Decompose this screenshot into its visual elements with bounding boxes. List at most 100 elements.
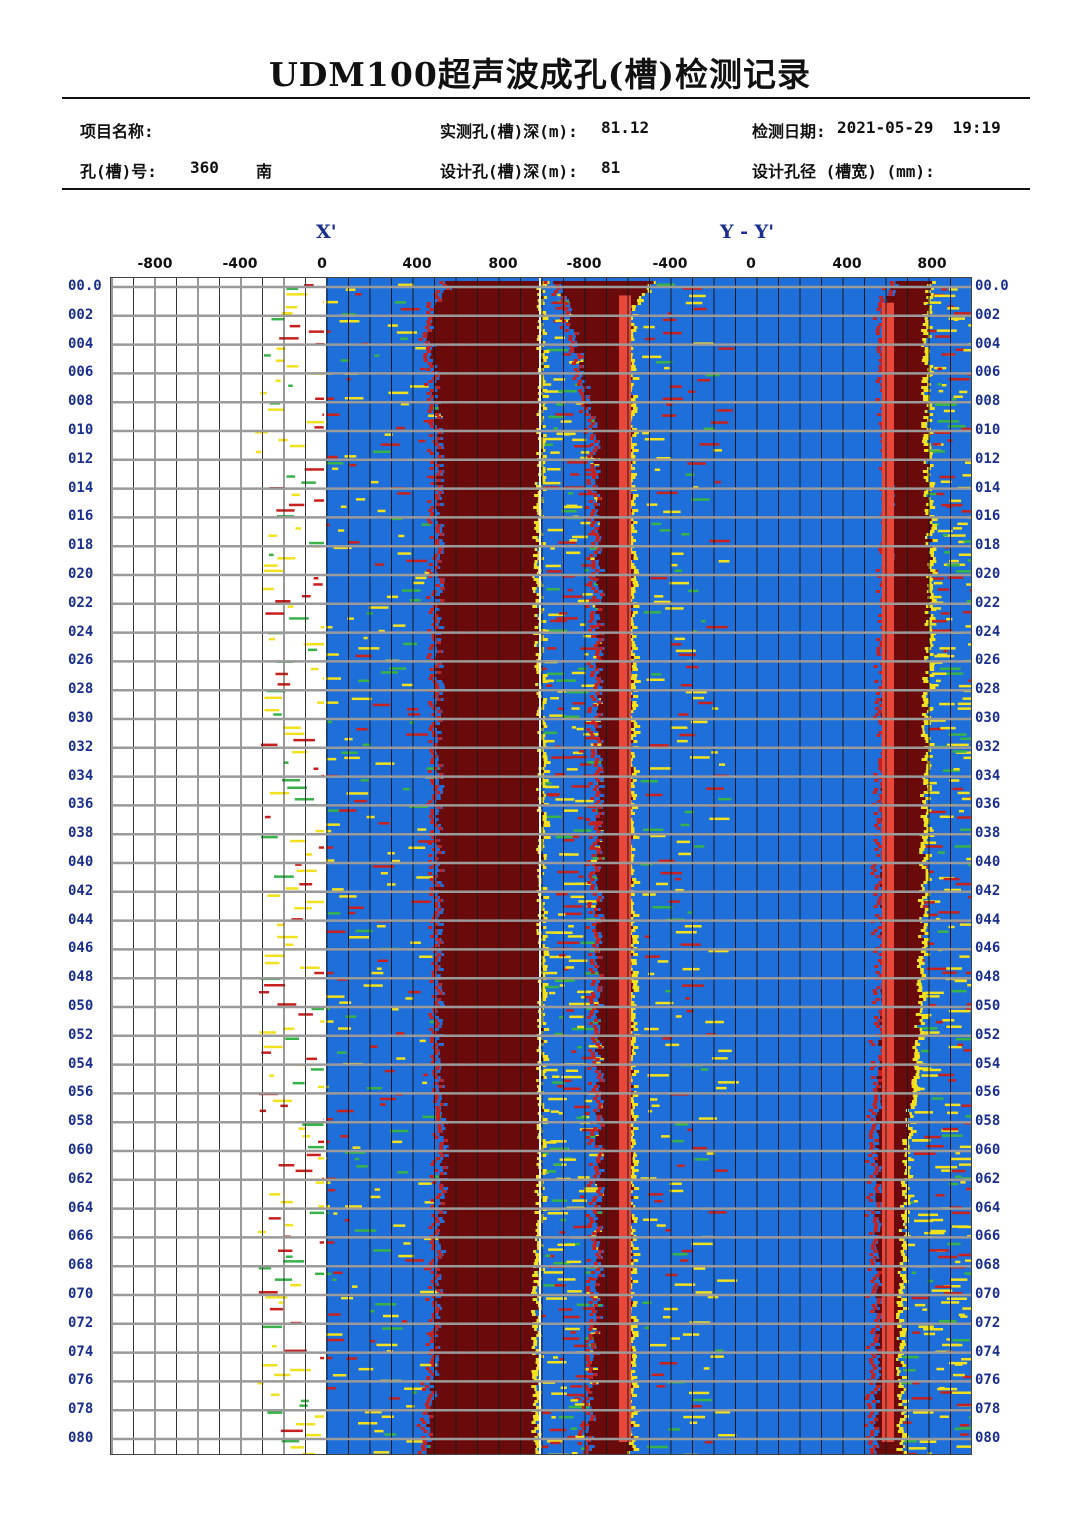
xx-left-wall-edge [536,530,542,533]
xx-left-wall [442,989,540,992]
xx-left-wall-edge [429,1415,434,1418]
yy-right-wall-edge [924,317,928,320]
yy-right-wall-edge [925,875,930,878]
noise-speck [268,408,284,411]
yy-right-wall [888,860,923,863]
xx-right-wall-edge [632,1238,637,1241]
noise-speck [424,571,432,575]
noise-speck [574,1403,591,1406]
hole-no-direction: 南 [256,162,273,181]
noise-speck [348,541,360,544]
xx-left-wall-edge [538,707,545,710]
xx-right-wall-edge [591,854,596,857]
xx-right-wall [597,1295,630,1298]
noise-speck [573,1225,582,1229]
yy-right-wall [880,884,921,887]
xx-right-wall [599,521,634,524]
yy-right-wall-edge [924,944,928,947]
xx-right-wall-edge [630,404,637,407]
xx-left-wall-edge [534,1388,537,1391]
xx-right-wall-edge [590,1307,595,1310]
xx-right-wall-edge [632,494,639,497]
xx-right-wall-edge [590,617,595,620]
xx-right-wall [574,347,628,350]
noise-speck [586,1291,591,1295]
xx-left-wall-edge [539,1130,544,1133]
noise-speck [944,1292,963,1295]
xx-left-wall-edge [536,713,541,716]
yy-right-wall-edge [928,683,932,686]
xx-left-wall-edge [539,440,546,443]
xx-right-wall-edge [629,848,636,851]
noise-speck [550,547,555,550]
noise-speck [662,397,683,401]
xx-left-wall [440,767,539,770]
yy-right-wall-edge [923,398,930,401]
noise-speck [328,912,341,915]
yy-right-wall-edge [900,1418,906,1421]
xx-right-wall [595,1415,628,1418]
yy-right-wall [884,671,926,674]
xx-right-wall-edge [593,686,598,689]
xx-right-wall-edge [586,1136,591,1139]
xx-left-wall-edge [539,971,543,974]
xx-left-wall-edge [543,836,551,839]
xx-right-wall [591,407,634,410]
noise-speck [937,383,942,386]
xx-right-wall-edge [587,881,592,884]
xx-right-wall-edge [630,1388,634,1391]
noise-speck [910,1067,932,1070]
xx-right-wall-edge [631,641,635,644]
yy-right-wall-edge [877,899,882,902]
xx-right-wall [602,1196,634,1199]
yy-right-wall-edge [903,1445,906,1448]
yy-right-wall-edge [925,869,929,872]
xx-right-wall-edge [632,941,639,944]
xx-left-wall [432,347,537,350]
xx-right-wall-edge [595,539,600,542]
yy-right-wall-edge [877,575,882,578]
xx-left-wall-edge [431,1373,436,1376]
noise-speck [947,425,966,428]
xx-right-wall-edge [589,731,594,734]
xx-right-wall [596,1418,629,1421]
noise-speck [402,683,413,687]
xx-left-wall-edge [542,722,546,725]
noise-speck [598,1105,605,1108]
noise-speck [923,1328,944,1331]
xx-left-wall-edge [439,578,444,581]
xx-right-wall [598,509,633,512]
xx-right-wall [604,812,631,815]
xx-left-wall [442,932,537,935]
noise-speck [656,1385,666,1388]
xx-right-wall-edge [590,671,595,674]
yy-right-wall [884,965,917,968]
xx-left-wall-edge [437,710,442,713]
xx-right-wall-edge [581,395,586,398]
depth-label-left: 072 [68,1314,94,1331]
yy-right-wall-edge [877,902,881,905]
noise-speck [692,1146,708,1150]
xx-left-wall [435,635,541,638]
noise-speck [684,810,694,814]
xx-right-wall-edge [631,410,638,413]
xx-right-wall-edge [596,1268,600,1271]
yy-right-wall-edge [875,707,880,710]
noise-speck [581,1225,593,1228]
xx-right-wall-edge [634,1187,640,1190]
noise-speck [689,756,710,759]
yy-right-wall-edge [923,881,928,884]
noise-speck [567,1435,577,1439]
xx-right-wall-edge [597,1256,602,1259]
noise-speck [657,960,669,963]
xx-left-wall-edge [439,1211,444,1214]
xx-right-wall [596,620,628,623]
noise-speck [642,1218,658,1221]
noise-speck [719,763,725,766]
xx-left-wall-edge [541,1139,546,1142]
noise-speck [918,1325,934,1328]
xx-right-wall-edge [596,1100,601,1103]
depth-label-right: 022 [975,594,1001,611]
xx-right-wall-edge [588,491,593,494]
yy-right-wall-edge [876,308,881,311]
